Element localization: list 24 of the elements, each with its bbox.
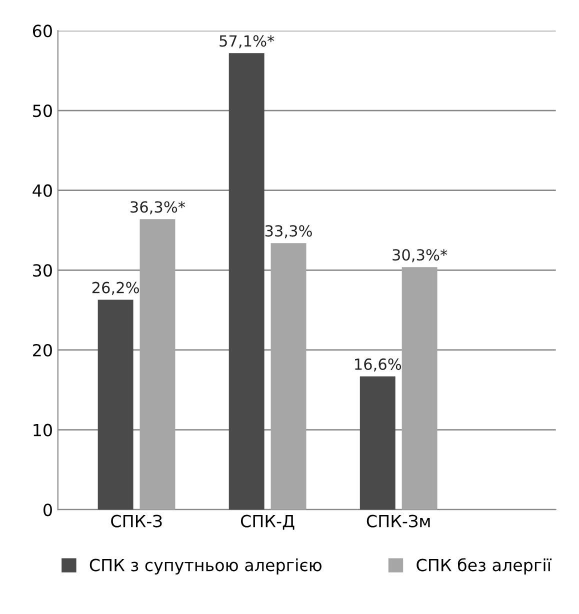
y-tick-label: 20 <box>33 344 52 357</box>
bar <box>270 243 306 510</box>
data-label: 36,3%* <box>130 201 186 214</box>
y-tick-label: 60 <box>32 24 52 38</box>
data-label: 26,2% <box>92 282 139 295</box>
bar <box>98 300 134 510</box>
y-tick-label: 50 <box>33 104 52 118</box>
legend-label: СПК з супутньою алергією <box>90 558 322 575</box>
x-tick-label: СПК-Д <box>240 514 294 530</box>
legend-label: СПК без алергії <box>416 558 552 575</box>
y-tick-label: 30 <box>33 264 52 277</box>
data-label: 57,1%* <box>220 35 274 48</box>
y-tick-label: 40 <box>32 184 52 197</box>
x-tick-label: СПК-З <box>111 514 162 528</box>
bar <box>360 376 396 510</box>
bar <box>402 267 438 510</box>
bar <box>140 219 176 510</box>
bar <box>228 53 264 510</box>
data-label: 30,3%* <box>392 249 448 262</box>
y-tick-label: 10 <box>34 424 52 436</box>
y-tick-label: 0 <box>44 504 52 516</box>
x-tick-label: СПК-Зм <box>366 514 430 528</box>
data-label: 33,3% <box>265 225 312 238</box>
data-label: 16,6% <box>355 358 402 372</box>
